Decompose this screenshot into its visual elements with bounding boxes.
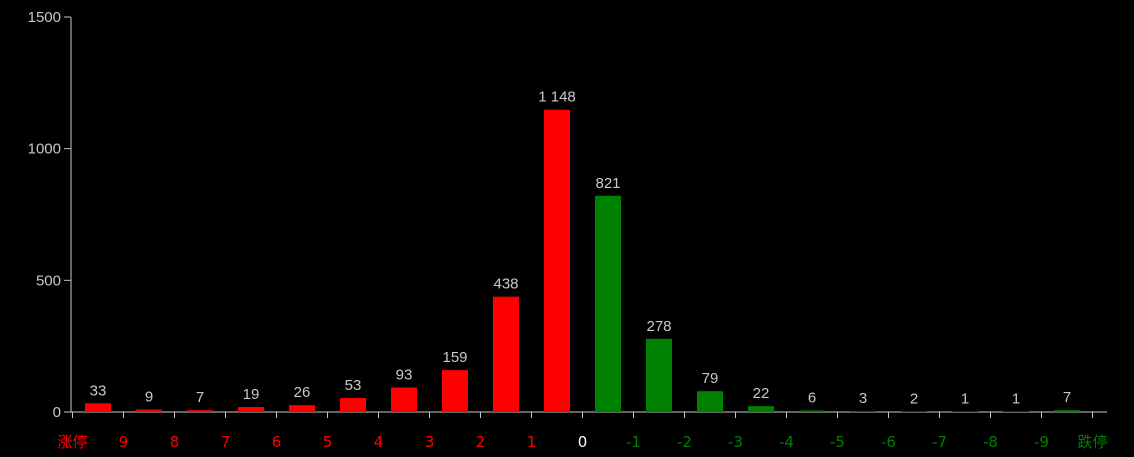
bar-value-label: 821 xyxy=(595,175,620,192)
bar xyxy=(697,391,723,412)
bar-value-label: 93 xyxy=(396,367,413,384)
bar-value-label: 1 148 xyxy=(538,89,576,106)
y-tick-label: 1000 xyxy=(28,141,61,158)
bar xyxy=(136,409,162,412)
x-category-label: -5 xyxy=(830,433,845,451)
x-category-label: 7 xyxy=(221,433,231,451)
bar xyxy=(850,411,876,412)
bar-value-label: 438 xyxy=(493,276,518,293)
bar xyxy=(952,411,978,412)
bar-value-label: 7 xyxy=(196,389,204,406)
bar-value-label: 9 xyxy=(145,389,153,406)
bar-value-label: 26 xyxy=(294,384,311,401)
y-tick-label: 500 xyxy=(36,272,61,289)
bars xyxy=(85,109,1080,413)
bar xyxy=(238,406,264,412)
x-category-label: 9 xyxy=(119,433,129,451)
bar-value-label: 22 xyxy=(753,385,770,402)
y-tick-label: 0 xyxy=(53,404,61,421)
x-category-label: 0 xyxy=(578,433,588,451)
x-category-label: -6 xyxy=(881,433,896,451)
x-category-label: -7 xyxy=(932,433,947,451)
x-category-label: 1 xyxy=(527,433,537,451)
bar-value-label: 19 xyxy=(243,386,260,403)
bar xyxy=(544,109,570,413)
bar-value-label: 3 xyxy=(859,390,867,407)
bar-value-label: 6 xyxy=(808,389,816,406)
bar xyxy=(1054,410,1080,412)
y-tick-labels: 0 500 1000 1500 xyxy=(28,9,61,421)
bar xyxy=(595,195,621,412)
x-category-label: -3 xyxy=(728,433,743,451)
bar xyxy=(799,410,825,412)
bar xyxy=(187,410,213,412)
x-category-label: -2 xyxy=(677,433,692,451)
x-tick-labels: 涨停 9 8 7 6 5 4 3 2 1 0 -1 -2 -3 -4 -5 -6 -7 -8 -9 跌停 xyxy=(57,433,1107,451)
axes xyxy=(64,16,1107,418)
bar xyxy=(391,387,417,412)
x-category-label: 5 xyxy=(323,433,333,451)
bar-value-label: 33 xyxy=(90,382,107,399)
x-category-label: 6 xyxy=(272,433,282,451)
bar xyxy=(901,411,927,412)
bar-value-label: 1 xyxy=(1012,391,1020,408)
bar-value-label: 79 xyxy=(702,370,719,387)
x-category-label: -1 xyxy=(626,433,641,451)
bar-value-label: 159 xyxy=(442,349,467,366)
bar xyxy=(340,398,366,412)
x-category-label: 跌停 xyxy=(1077,433,1107,451)
x-category-label: -9 xyxy=(1034,433,1049,451)
x-category-label: 3 xyxy=(425,433,435,451)
bar-value-label: 7 xyxy=(1063,389,1071,406)
x-category-label: -8 xyxy=(983,433,998,451)
x-category-label: 涨停 xyxy=(57,433,87,451)
bar xyxy=(442,370,468,412)
bar xyxy=(646,338,672,412)
bar-value-label: 53 xyxy=(345,377,362,394)
bar-value-labels: 33 9 7 19 26 53 93 159 438 1 148 821 278 79 22 6 3 2 1 1 7 xyxy=(90,89,1072,408)
y-tick-label: 1500 xyxy=(28,9,61,26)
bar-value-label: 2 xyxy=(910,390,918,407)
bar xyxy=(1003,411,1029,412)
bar xyxy=(748,406,774,412)
x-category-label: 4 xyxy=(374,433,384,451)
bar xyxy=(85,403,111,412)
bar xyxy=(493,296,519,412)
bar xyxy=(289,405,315,412)
bar-value-label: 278 xyxy=(646,318,671,335)
bar-value-label: 1 xyxy=(961,391,969,408)
x-category-label: 2 xyxy=(476,433,486,451)
x-category-label: 8 xyxy=(170,433,180,451)
x-category-label: -4 xyxy=(779,433,794,451)
